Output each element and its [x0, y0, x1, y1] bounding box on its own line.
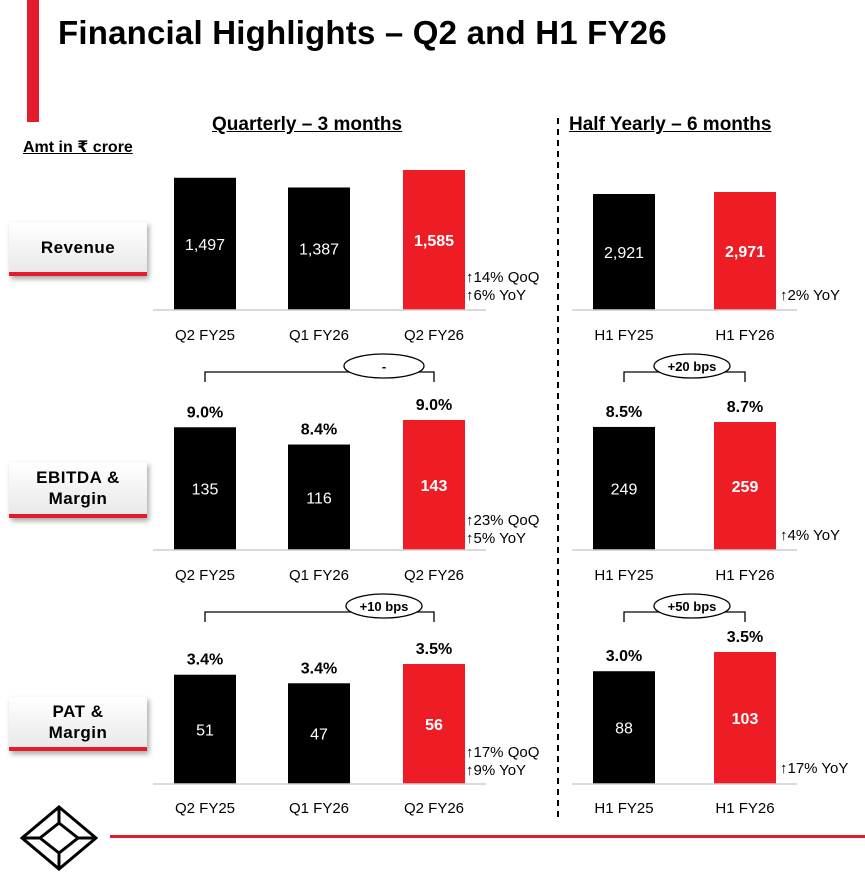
margin-bracket [204, 371, 435, 382]
margin-label: 3.4% [301, 660, 337, 677]
margin-change-bubble [343, 353, 425, 379]
bar-q1-fy26 [288, 444, 350, 550]
bar-h1-fy26 [714, 652, 776, 784]
bar-value-label: 249 [611, 481, 638, 498]
growth-annotation: ↑6% YoY [466, 287, 526, 304]
margin-change-bubble [345, 593, 423, 619]
bar-q1-fy26 [288, 683, 350, 784]
title-accent-bar [27, 0, 39, 122]
bar-q2-fy26 [403, 170, 465, 310]
margin-label: 3.0% [606, 648, 642, 665]
page-title: Financial Highlights – Q2 and H1 FY26 [58, 14, 667, 51]
company-logo-icon [20, 805, 98, 871]
bar-h1-fy26 [714, 192, 776, 310]
x-tick-label: Q2 FY26 [404, 800, 464, 817]
bar-value-label: 1,387 [299, 242, 339, 259]
footer-divider [110, 835, 865, 838]
bar-value-label: 2,971 [725, 244, 765, 261]
bar-value-label: 143 [421, 478, 448, 495]
bar-value-label: 103 [732, 711, 759, 728]
x-tick-label: H1 FY25 [594, 567, 653, 584]
bar-q2-fy25 [174, 427, 236, 550]
growth-annotation: ↑17% QoQ [466, 744, 539, 761]
bar-h1-fy25 [593, 426, 655, 550]
bar-h1-fy25 [593, 671, 655, 784]
bar-q2-fy26 [403, 664, 465, 784]
revenue-label-box: Revenue [9, 222, 147, 276]
x-tick-label: Q1 FY26 [289, 567, 349, 584]
bar-value-label: 2,921 [604, 245, 644, 262]
bar-q1-fy26 [288, 187, 350, 310]
margin-bracket [204, 611, 435, 622]
x-tick-label: Q1 FY26 [289, 327, 349, 344]
x-tick-label: H1 FY25 [594, 800, 653, 817]
margin-change-bubble [653, 593, 731, 619]
growth-annotation: ↑2% YoY [780, 287, 840, 304]
half-yearly-section-title: Half Yearly – 6 months [569, 114, 772, 135]
margin-label: 3.5% [727, 629, 763, 646]
bar-h1-fy25 [593, 193, 655, 310]
x-tick-label: H1 FY26 [715, 327, 774, 344]
bar-value-label: 259 [732, 479, 759, 496]
bar-value-label: 135 [192, 482, 219, 499]
bar-value-label: 1,585 [414, 233, 454, 250]
margin-label: 8.4% [301, 422, 337, 439]
ebitda-label-box: EBITDA & Margin [9, 462, 147, 518]
bar-value-label: 56 [425, 717, 443, 734]
growth-annotation: ↑9% YoY [466, 762, 526, 779]
x-tick-label: H1 FY25 [594, 327, 653, 344]
margin-label: 9.0% [187, 404, 223, 421]
margin-change-label: - [382, 359, 386, 374]
quarterly-section-title: Quarterly – 3 months [212, 114, 403, 135]
growth-annotation: ↑23% QoQ [466, 512, 539, 529]
margin-label: 8.5% [606, 404, 642, 421]
growth-annotation: ↑14% QoQ [466, 269, 539, 286]
margin-label: 3.4% [187, 652, 223, 669]
bar-q2-fy25 [174, 177, 236, 310]
bar-value-label: 51 [196, 722, 214, 739]
growth-annotation: ↑5% YoY [466, 530, 526, 547]
x-tick-label: H1 FY26 [715, 800, 774, 817]
bar-value-label: 116 [306, 490, 332, 507]
bar-h1-fy26 [714, 422, 776, 550]
growth-annotation: ↑4% YoY [780, 527, 840, 544]
margin-label: 8.7% [727, 399, 763, 416]
x-tick-label: Q2 FY26 [404, 327, 464, 344]
bar-q2-fy25 [174, 674, 236, 784]
margin-label: 3.5% [416, 641, 452, 658]
margin-change-bubble [653, 353, 731, 379]
x-tick-label: Q2 FY25 [175, 800, 235, 817]
units-note: Amt in ₹ crore [23, 139, 133, 156]
x-tick-label: Q2 FY25 [175, 567, 235, 584]
x-tick-label: H1 FY26 [715, 567, 774, 584]
pat-label-box: PAT & Margin [9, 697, 147, 751]
bar-value-label: 47 [310, 727, 328, 744]
x-tick-label: Q2 FY26 [404, 567, 464, 584]
margin-label: 9.0% [416, 397, 452, 414]
margin-change-label: +50 bps [668, 599, 717, 614]
bar-value-label: 1,497 [185, 237, 225, 254]
margin-change-label: +20 bps [668, 359, 717, 374]
x-tick-label: Q2 FY25 [175, 327, 235, 344]
margin-change-label: +10 bps [360, 599, 409, 614]
bar-q2-fy26 [403, 420, 465, 550]
growth-annotation: ↑17% YoY [780, 760, 848, 777]
x-tick-label: Q1 FY26 [289, 800, 349, 817]
bar-value-label: 88 [615, 721, 633, 738]
